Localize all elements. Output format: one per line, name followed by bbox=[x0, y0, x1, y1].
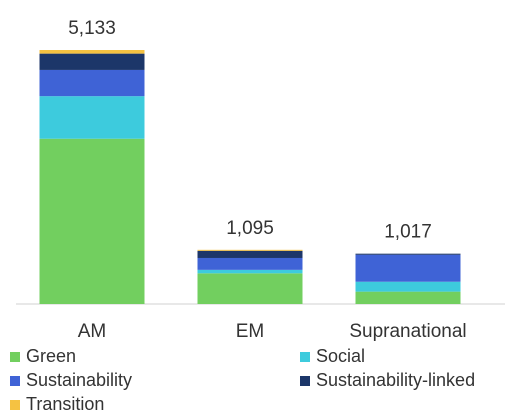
bar-segment-am-sustainability-linked bbox=[39, 53, 145, 70]
bar-segment-em-transition bbox=[197, 249, 303, 251]
legend-swatch-sustainability bbox=[10, 375, 20, 386]
bar-segment-em-sustainability-linked bbox=[197, 250, 303, 258]
bar-segment-em-sustainability bbox=[197, 257, 303, 270]
bar-segment-supranational-sustainability-linked bbox=[355, 253, 461, 255]
stacked-bar-chart: 5,133 AM 1,095 EM 1,017 Supranational bbox=[16, 18, 505, 342]
legend-swatch-sustainability-linked bbox=[300, 375, 310, 386]
bar-segment-supranational-green bbox=[355, 291, 461, 304]
legend-label-social: Social bbox=[316, 346, 366, 366]
total-label-am: 5,133 bbox=[68, 18, 116, 39]
total-label-em: 1,095 bbox=[226, 218, 274, 239]
legend-label-sustainability: Sustainability bbox=[26, 370, 133, 390]
category-label-supranational: Supranational bbox=[349, 321, 466, 342]
bar-segment-am-green bbox=[39, 138, 145, 304]
legend-item-green: Green bbox=[10, 346, 76, 367]
bar-segment-em-green bbox=[197, 273, 303, 304]
legend-item-sustainability-linked: Sustainability-linked bbox=[300, 370, 475, 391]
legend: Green Social Sustainability Sustainabili… bbox=[10, 346, 515, 417]
bar-segment-em-social bbox=[197, 269, 303, 274]
legend-swatch-social bbox=[300, 351, 310, 362]
bar-segment-supranational-sustainability bbox=[355, 254, 461, 282]
category-label-am: AM bbox=[78, 321, 107, 342]
legend-item-sustainability: Sustainability bbox=[10, 370, 132, 391]
legend-label-sustainability-linked: Sustainability-linked bbox=[316, 370, 476, 390]
legend-label-green: Green bbox=[26, 346, 77, 366]
bar-segment-supranational-social bbox=[355, 281, 461, 292]
legend-swatch-transition bbox=[10, 399, 20, 410]
bar-segment-am-sustainability bbox=[39, 69, 145, 97]
bar-segment-am-transition bbox=[39, 50, 145, 54]
bar-segment-am-social bbox=[39, 96, 145, 139]
total-label-supranational: 1,017 bbox=[384, 222, 432, 243]
legend-label-transition: Transition bbox=[26, 394, 105, 414]
legend-item-transition: Transition bbox=[10, 394, 104, 415]
category-label-em: EM bbox=[236, 321, 265, 342]
legend-swatch-green bbox=[10, 351, 20, 362]
legend-item-social: Social bbox=[300, 346, 365, 367]
